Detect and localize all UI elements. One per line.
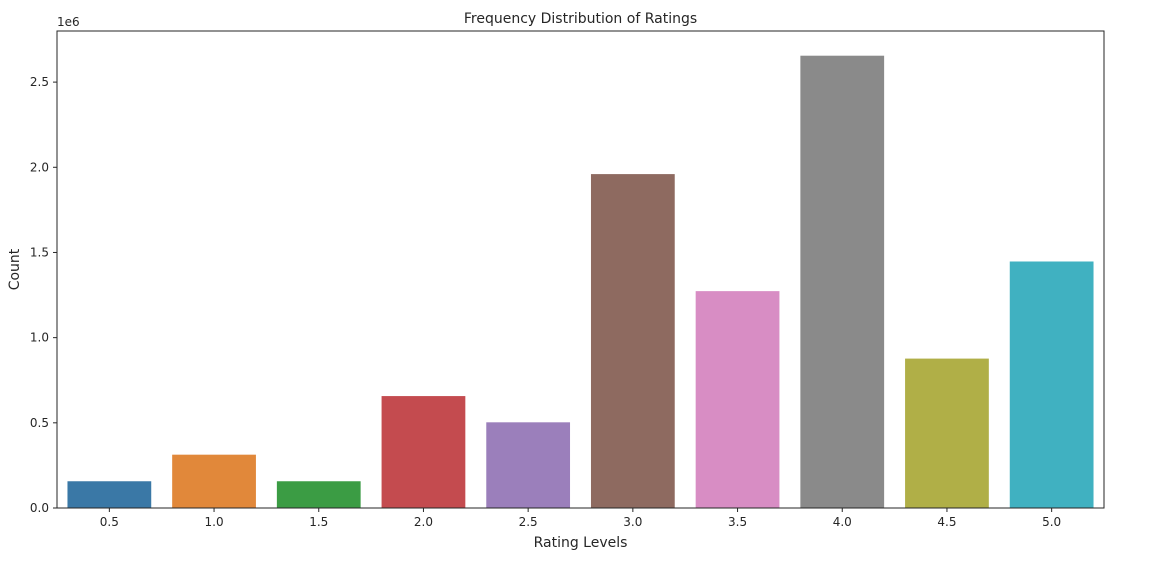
- bar-1.5: [276, 481, 361, 508]
- bar-2.5: [486, 422, 571, 508]
- y-tick-label: 0.5: [30, 416, 49, 430]
- bar-4.0: [800, 55, 885, 509]
- y-axis-ticks: 0.0 0.5 1.0 1.5 2.0 2.5: [30, 75, 57, 515]
- x-axis-ticks: 0.5 1.0 1.5 2.0 2.5 3.0 3.5 4.0 4.5 5.0: [100, 508, 1061, 529]
- plot-frame: [56, 30, 1105, 509]
- x-tick-label: 2.0: [414, 515, 433, 529]
- x-tick-label: 1.0: [205, 515, 224, 529]
- bar-5.0: [1009, 261, 1094, 508]
- y-tick-label: 2.5: [30, 75, 49, 89]
- x-tick-label: 1.5: [309, 515, 328, 529]
- x-tick-label: 3.5: [728, 515, 747, 529]
- bar-4.5: [905, 358, 989, 508]
- bar-1.0: [172, 454, 256, 508]
- bar-2.0: [381, 396, 466, 508]
- y-axis-label: Count: [7, 248, 23, 290]
- x-tick-label: 0.5: [100, 515, 119, 529]
- y-tick-label: 2.0: [30, 160, 49, 174]
- y-tick-label: 1.0: [30, 331, 49, 345]
- bar-3.0: [590, 174, 675, 508]
- y-tick-label: 0.0: [30, 501, 49, 515]
- x-tick-label: 3.0: [623, 515, 642, 529]
- bar-3.5: [695, 291, 780, 508]
- y-tick-label: 1.5: [30, 245, 49, 259]
- chart-title: Frequency Distribution of Ratings: [464, 11, 697, 27]
- x-tick-label: 4.0: [833, 515, 852, 529]
- x-tick-label: 5.0: [1042, 515, 1061, 529]
- x-axis-label: Rating Levels: [534, 535, 628, 551]
- bars-layer: [67, 55, 1094, 509]
- x-tick-label: 4.5: [937, 515, 956, 529]
- y-axis-offset-label: 1e6: [57, 15, 80, 29]
- bar-0.5: [67, 481, 152, 508]
- x-tick-label: 2.5: [519, 515, 538, 529]
